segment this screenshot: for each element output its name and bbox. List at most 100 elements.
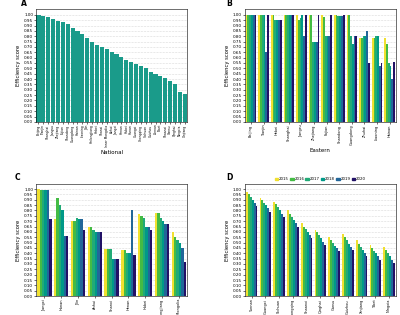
Bar bbox=[251, 15, 253, 122]
Bar bbox=[274, 20, 276, 122]
Bar bbox=[320, 238, 322, 296]
Text: C: C bbox=[15, 173, 20, 182]
Bar bbox=[325, 36, 327, 122]
Bar bbox=[291, 217, 293, 296]
Bar bbox=[36, 15, 40, 122]
Bar bbox=[358, 243, 360, 296]
Bar bbox=[70, 28, 75, 122]
Bar bbox=[271, 15, 273, 122]
Bar bbox=[56, 21, 60, 122]
Bar bbox=[387, 253, 389, 296]
Bar bbox=[168, 81, 172, 122]
Bar bbox=[377, 256, 379, 296]
Bar bbox=[148, 226, 150, 296]
Bar bbox=[364, 253, 366, 296]
X-axis label: Eastern: Eastern bbox=[310, 148, 331, 153]
Bar bbox=[250, 197, 252, 296]
Bar bbox=[291, 15, 292, 122]
Bar bbox=[318, 235, 320, 296]
Bar bbox=[321, 15, 323, 122]
Bar bbox=[339, 16, 341, 122]
Bar bbox=[184, 262, 186, 296]
Bar bbox=[129, 62, 133, 122]
Bar bbox=[348, 243, 350, 296]
Bar bbox=[348, 15, 350, 122]
Bar bbox=[393, 263, 395, 296]
Bar bbox=[360, 247, 362, 296]
Bar bbox=[56, 198, 59, 296]
Bar bbox=[297, 226, 299, 296]
Bar bbox=[296, 15, 298, 122]
Bar bbox=[384, 38, 386, 122]
Bar bbox=[97, 232, 100, 296]
Bar bbox=[314, 230, 316, 296]
Bar bbox=[388, 63, 390, 122]
Bar bbox=[154, 74, 158, 122]
Bar bbox=[372, 38, 374, 122]
Bar bbox=[390, 66, 392, 122]
Bar bbox=[316, 42, 318, 122]
Bar bbox=[66, 236, 68, 296]
Bar bbox=[172, 232, 174, 296]
Bar bbox=[273, 202, 275, 296]
Bar bbox=[181, 248, 184, 296]
Bar bbox=[287, 210, 289, 296]
Bar bbox=[163, 78, 167, 122]
Bar bbox=[124, 250, 126, 296]
Bar bbox=[392, 79, 393, 122]
Bar bbox=[334, 246, 336, 296]
Bar bbox=[287, 15, 289, 122]
Bar bbox=[51, 19, 55, 122]
Bar bbox=[47, 190, 49, 296]
Bar bbox=[255, 15, 256, 122]
Bar bbox=[49, 219, 52, 296]
Bar bbox=[258, 15, 260, 122]
Bar bbox=[262, 200, 264, 296]
Bar bbox=[379, 66, 381, 122]
Bar bbox=[344, 237, 346, 296]
Bar bbox=[301, 223, 303, 296]
Bar bbox=[310, 15, 312, 122]
Bar bbox=[246, 15, 248, 122]
Bar bbox=[66, 25, 70, 122]
Bar bbox=[322, 242, 324, 296]
Text: D: D bbox=[226, 173, 233, 182]
Bar bbox=[275, 204, 277, 296]
Bar bbox=[368, 63, 370, 122]
Bar bbox=[37, 189, 40, 296]
Bar bbox=[338, 251, 340, 296]
Bar bbox=[276, 20, 278, 122]
Bar bbox=[314, 42, 316, 122]
Bar bbox=[92, 230, 95, 296]
Bar bbox=[40, 190, 42, 296]
Bar bbox=[267, 208, 269, 296]
Bar bbox=[95, 232, 97, 296]
Bar bbox=[385, 250, 387, 296]
Bar bbox=[88, 226, 90, 296]
Bar bbox=[164, 224, 167, 296]
Bar bbox=[133, 255, 136, 296]
Bar bbox=[266, 52, 267, 122]
Bar bbox=[140, 216, 143, 296]
Bar bbox=[44, 190, 47, 296]
Bar bbox=[78, 219, 80, 296]
Bar bbox=[277, 207, 279, 296]
Bar bbox=[377, 36, 379, 122]
Bar bbox=[362, 250, 364, 296]
Bar bbox=[119, 57, 124, 122]
Bar bbox=[279, 210, 281, 296]
Bar bbox=[389, 256, 391, 296]
Bar bbox=[386, 44, 388, 122]
Bar bbox=[90, 226, 92, 296]
Y-axis label: Efficiency score: Efficiency score bbox=[225, 219, 230, 261]
Bar bbox=[269, 212, 271, 296]
Bar bbox=[85, 38, 89, 122]
Bar bbox=[157, 213, 160, 296]
Bar bbox=[281, 214, 283, 296]
Bar bbox=[366, 31, 368, 122]
Bar bbox=[249, 15, 251, 122]
Bar bbox=[289, 15, 291, 122]
Bar bbox=[162, 221, 164, 296]
Bar bbox=[307, 232, 308, 296]
Bar bbox=[174, 237, 176, 296]
